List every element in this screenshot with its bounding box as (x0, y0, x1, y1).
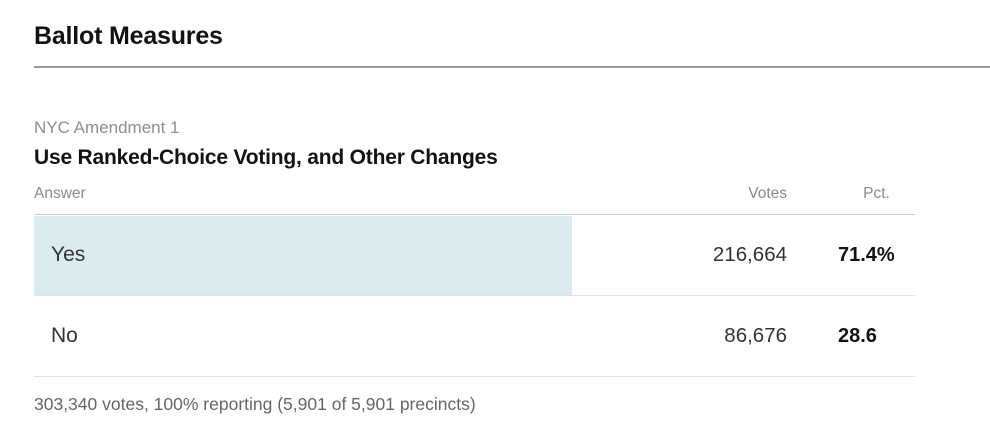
ballot-measures-page: Ballot Measures NYC Amendment 1 Use Rank… (34, 22, 990, 415)
column-header-votes: Votes (748, 185, 787, 202)
column-header-answer: Answer (34, 185, 86, 202)
table-header-row: Answer Votes Pct. (34, 185, 915, 215)
pct-value: 71.4% (838, 243, 895, 266)
column-header-pct: Pct. (863, 185, 890, 202)
table-row-yes: Yes 216,664 71.4% (34, 215, 915, 296)
measure-kicker: NYC Amendment 1 (34, 118, 180, 137)
pct-value: 28.6 (838, 324, 877, 347)
title-rule (34, 66, 990, 68)
votes-value: 216,664 (712, 243, 787, 266)
bar-area (34, 216, 788, 295)
reporting-summary: 303,340 votes, 100% reporting (5,901 of … (34, 394, 476, 414)
table-row-no: No 86,676 28.6 (34, 296, 915, 377)
measure-headline: Use Ranked-Choice Voting, and Other Chan… (34, 146, 498, 169)
results-table: Answer Votes Pct. Yes 216,664 71.4% No 8… (34, 185, 915, 415)
result-bar (34, 216, 573, 295)
measure-card: NYC Amendment 1 Use Ranked-Choice Voting… (34, 118, 990, 415)
page-title: Ballot Measures (34, 22, 223, 50)
answer-label: Yes (51, 243, 86, 266)
answer-label: No (51, 324, 78, 347)
votes-value: 86,676 (724, 324, 787, 347)
